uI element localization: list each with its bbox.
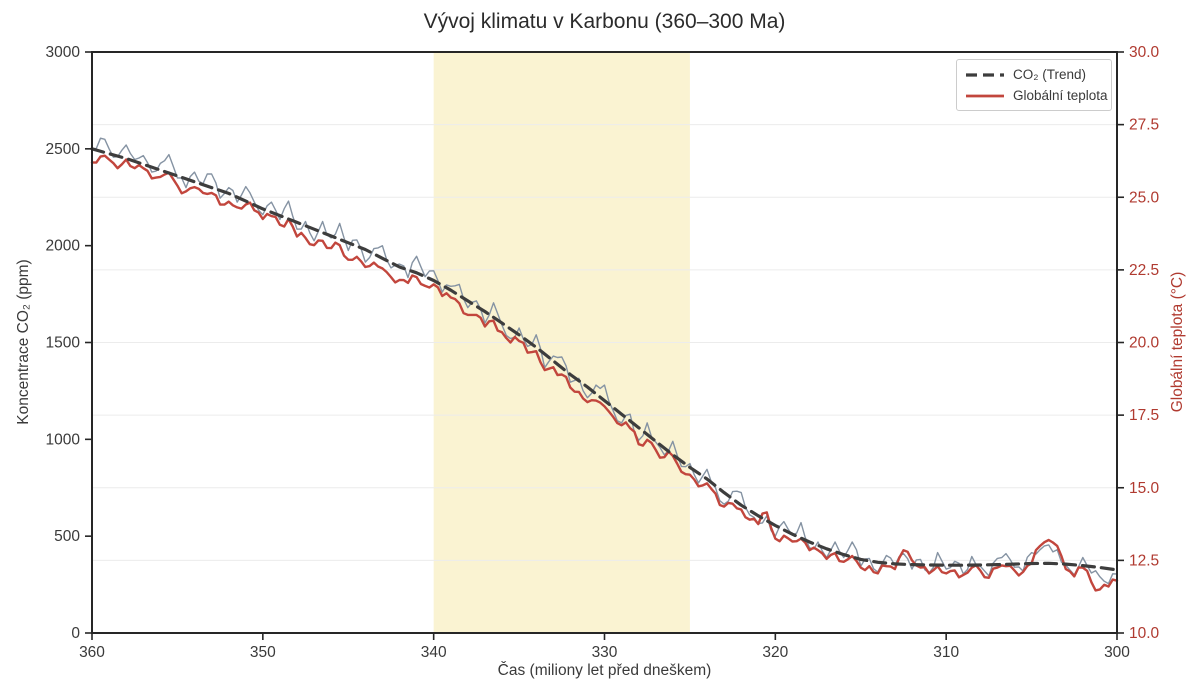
legend-label-temperature: Globální teplota [1013,88,1108,103]
x-tick-label: 360 [79,644,105,661]
y-axis-label-left: Koncentrace CO₂ (ppm) [15,259,32,425]
dashed-line-sample-icon [966,72,1004,77]
y-left-tick-label: 3000 [46,44,81,61]
y-right-tick-label: 15.0 [1129,480,1160,497]
y-left-tick-label: 1000 [46,431,81,448]
legend-item-co2-trend: CO₂ (Trend) [966,67,1101,82]
x-axis-label: Čas (miliony let před dneškem) [497,662,712,679]
x-tick-label: 300 [1104,644,1130,661]
x-tick-label: 340 [421,644,447,661]
y-right-tick-label: 22.5 [1129,262,1159,279]
y-left-tick-label: 2000 [46,238,81,255]
y-left-tick-label: 1500 [46,335,81,352]
y-axis-label-right: Globální teplota (°C) [1169,271,1186,413]
y-left-tick-label: 0 [71,625,80,642]
series-temperature [90,154,1119,592]
y-left-tick-label: 500 [54,528,80,545]
legend-item-temperature: Globální teplota [966,88,1108,103]
y-right-tick-label: 20.0 [1129,335,1160,352]
solid-line-sample-icon [966,94,1004,97]
x-tick-label: 320 [762,644,788,661]
legend: CO₂ (Trend) Globální teplota [956,59,1112,111]
x-tick-label: 330 [592,644,618,661]
y-right-tick-label: 12.5 [1129,552,1159,569]
y-right-tick-label: 27.5 [1129,117,1159,134]
y-left-tick-label: 2500 [46,141,81,158]
y-right-tick-label: 10.0 [1129,625,1160,642]
chart-title: Vývoj klimatu v Karbonu (360–300 Ma) [423,10,786,33]
y-right-tick-label: 30.0 [1129,44,1160,61]
series-co2-data [91,137,1118,585]
y-right-tick-label: 25.0 [1129,189,1160,206]
legend-label-co2-trend: CO₂ (Trend) [1013,67,1086,82]
y-right-tick-label: 17.5 [1129,407,1159,424]
x-tick-label: 350 [250,644,276,661]
series-co2-trend [90,147,1119,572]
x-tick-label: 310 [933,644,959,661]
